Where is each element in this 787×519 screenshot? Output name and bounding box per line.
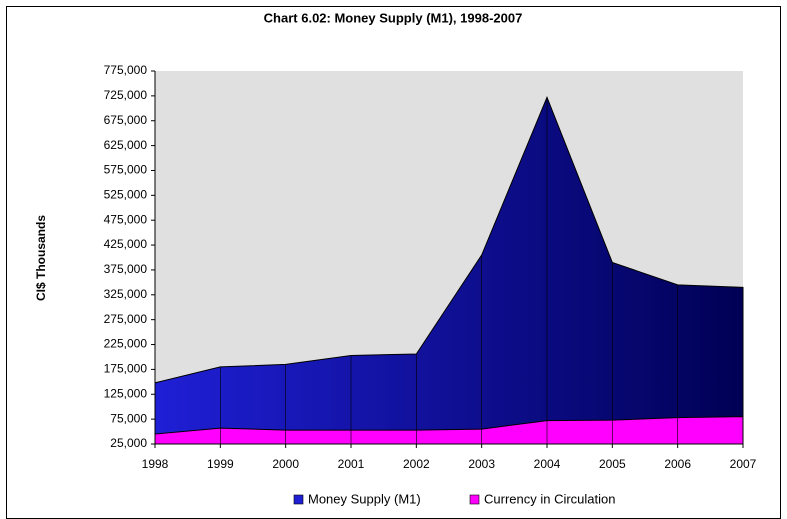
x-tick-label: 1998: [142, 457, 169, 471]
legend-swatch: [469, 494, 480, 505]
y-tick-label: 125,000: [104, 386, 148, 400]
x-tick-label: 2007: [730, 457, 757, 471]
x-tick-label: 1999: [207, 457, 234, 471]
y-tick-label: 725,000: [104, 88, 148, 102]
y-tick-label: 75,000: [110, 411, 147, 425]
chart-title: Chart 6.02: Money Supply (M1), 1998-2007: [264, 10, 523, 25]
x-tick-label: 2000: [272, 457, 299, 471]
x-tick-label: 2003: [468, 457, 495, 471]
y-tick-label: 575,000: [104, 163, 148, 177]
y-tick-label: 625,000: [104, 138, 148, 152]
y-tick-label: 25,000: [110, 436, 147, 450]
legend-label: Currency in Circulation: [484, 491, 616, 506]
x-tick-label: 2002: [403, 457, 430, 471]
y-tick-label: 275,000: [104, 312, 148, 326]
x-tick-label: 2004: [534, 457, 561, 471]
y-tick-label: 225,000: [104, 337, 148, 351]
y-axis-label: CI$ Thousands: [34, 215, 48, 301]
y-tick-label: 525,000: [104, 188, 148, 202]
x-tick-label: 2005: [599, 457, 626, 471]
y-tick-label: 325,000: [104, 287, 148, 301]
y-tick-label: 425,000: [104, 237, 148, 251]
legend-label: Money Supply (M1): [308, 491, 421, 506]
y-tick-label: 675,000: [104, 113, 148, 127]
x-tick-label: 2006: [664, 457, 691, 471]
y-tick-label: 375,000: [104, 262, 148, 276]
y-tick-label: 475,000: [104, 212, 148, 226]
y-tick-label: 175,000: [104, 362, 148, 376]
legend-swatch: [293, 494, 304, 505]
x-tick-label: 2001: [338, 457, 365, 471]
y-tick-label: 775,000: [104, 63, 148, 77]
